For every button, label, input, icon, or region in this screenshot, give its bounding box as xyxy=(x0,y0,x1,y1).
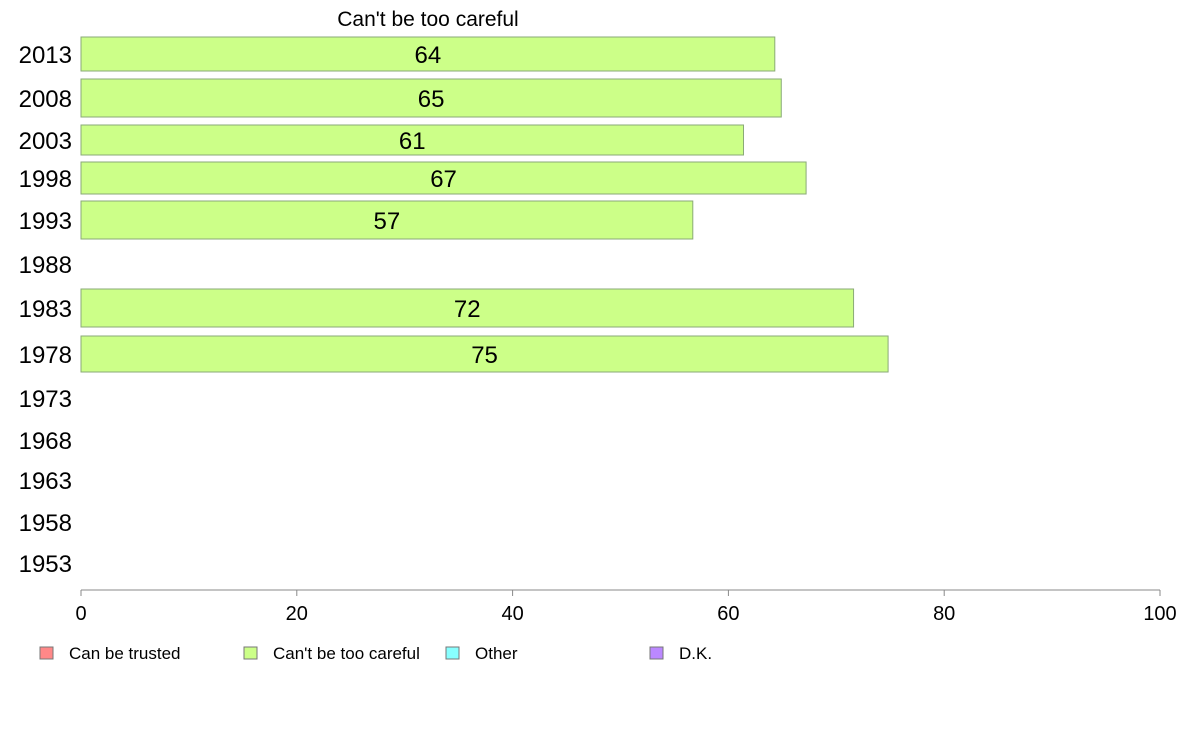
category-label-2003: 2003 xyxy=(19,128,72,155)
x-tick-label-0: 0 xyxy=(75,603,86,625)
category-label-1968: 1968 xyxy=(19,428,72,455)
category-label-2008: 2008 xyxy=(19,86,72,113)
bar-1978 xyxy=(80,335,889,373)
bar-value-label-1983: 72 xyxy=(454,296,481,323)
x-tick-label-100: 100 xyxy=(1143,603,1176,625)
x-tick-label-40: 40 xyxy=(501,603,523,625)
category-label-1998: 1998 xyxy=(19,166,72,193)
legend-label-1: Can be trusted xyxy=(69,644,181,663)
legend-label-3: Other xyxy=(475,644,518,663)
legend-label-4: D.K. xyxy=(679,644,712,663)
bar-2008 xyxy=(80,78,782,118)
x-axis: 0 20 40 60 80 100 xyxy=(75,589,1177,625)
category-labels: 2013 2008 2003 1998 1993 1988 1983 1978 1973 1968… xyxy=(19,42,72,578)
category-label-1953: 1953 xyxy=(19,551,72,578)
bar-value-label-1993: 57 xyxy=(374,208,401,235)
category-label-1993: 1993 xyxy=(19,208,72,235)
x-tick-label-60: 60 xyxy=(717,603,739,625)
bar-2013 xyxy=(80,36,776,72)
legend-label-2: Can't be too careful xyxy=(273,644,420,663)
category-label-1958: 1958 xyxy=(19,510,72,537)
category-label-1973: 1973 xyxy=(19,386,72,413)
legend-swatch-2 xyxy=(243,646,258,660)
category-label-1988: 1988 xyxy=(19,252,72,279)
x-tick-label-20: 20 xyxy=(286,603,308,625)
bar-value-label-1978: 75 xyxy=(471,342,498,369)
bar-value-label-2003: 61 xyxy=(399,128,426,155)
category-label-1963: 1963 xyxy=(19,468,72,495)
bar-value-label-2008: 65 xyxy=(418,86,445,113)
category-label-1983: 1983 xyxy=(19,296,72,323)
legend: Can be trusted Can't be too careful Other D… xyxy=(39,644,712,663)
chart-title: Can't be too careful xyxy=(337,8,518,31)
bar-2003 xyxy=(80,124,745,156)
bar-value-label-2013: 64 xyxy=(415,42,442,69)
bar-1983 xyxy=(80,288,855,328)
category-label-1978: 1978 xyxy=(19,342,72,369)
x-tick-label-80: 80 xyxy=(933,603,955,625)
bar-1993 xyxy=(80,200,694,240)
legend-swatch-4 xyxy=(649,646,664,660)
bar-1998 xyxy=(80,161,807,195)
legend-swatch-1 xyxy=(39,646,54,660)
bar-value-label-1998: 67 xyxy=(430,166,457,193)
category-label-2013: 2013 xyxy=(19,42,72,69)
legend-swatch-3 xyxy=(445,646,460,660)
